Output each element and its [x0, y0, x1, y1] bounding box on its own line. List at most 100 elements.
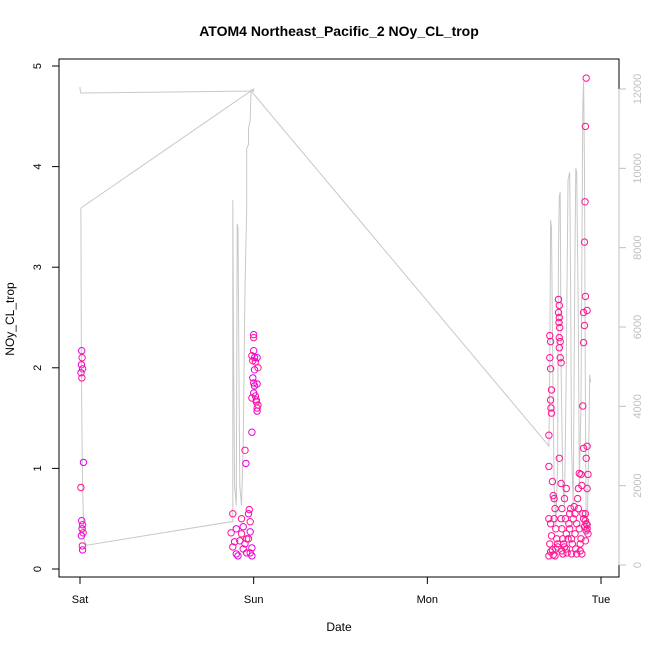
data-point [580, 321, 589, 330]
data-point [250, 389, 258, 397]
x-tick-label: Tue [592, 594, 611, 606]
y-axis: 0 1 2 3 4 5 [32, 63, 60, 572]
data-point [553, 543, 562, 551]
data-point [574, 504, 583, 513]
data-point [77, 532, 86, 540]
data-point [245, 505, 254, 514]
y2-tick-label: 8000 [632, 235, 644, 259]
data-point [232, 550, 241, 558]
secondary-y-axis: 0 2000 4000 6000 8000 10000 12000 [618, 74, 644, 568]
data-point [557, 515, 565, 523]
y-tick-label: 5 [32, 63, 44, 69]
data-point [547, 386, 556, 394]
data-point [250, 333, 258, 342]
data-point [227, 529, 235, 537]
data-point [581, 510, 590, 518]
data-point [229, 510, 237, 518]
y-tick-label: 1 [32, 465, 44, 471]
data-point [545, 431, 553, 439]
secondary-line-layer [79, 81, 592, 546]
data-point [78, 525, 86, 533]
data-point [579, 308, 588, 317]
data-point [78, 374, 86, 382]
x-axis: Sat Sun Mon Tue [72, 576, 611, 606]
data-point [557, 359, 565, 367]
data-point [583, 521, 591, 529]
data-point [559, 550, 567, 558]
data-point [555, 313, 563, 322]
data-point [547, 404, 555, 412]
data-point [242, 459, 250, 468]
series-line [79, 81, 592, 546]
data-point [78, 517, 86, 525]
data-point [555, 344, 563, 352]
data-point [550, 515, 558, 523]
data-point [579, 338, 588, 347]
data-point [571, 530, 579, 538]
y-tick-label: 3 [32, 264, 44, 270]
data-point [558, 525, 566, 533]
data-point [78, 354, 86, 362]
data-point [573, 494, 582, 503]
y-axis-label: NOy_CL_trop [3, 282, 17, 356]
data-point [546, 365, 555, 373]
x-tick-label: Sat [72, 594, 89, 606]
data-point [78, 546, 87, 554]
data-point [562, 530, 570, 538]
x-tick-label: Sun [244, 594, 264, 606]
data-point [546, 354, 554, 362]
data-point [578, 550, 586, 558]
data-point [582, 74, 590, 82]
data-point [237, 530, 246, 538]
data-point [546, 337, 555, 346]
data-point [550, 494, 558, 503]
data-point [565, 520, 573, 528]
data-point [581, 517, 590, 525]
data-point [579, 402, 587, 410]
data-point [546, 396, 555, 404]
data-point [584, 470, 592, 479]
data-point [563, 549, 571, 557]
data-point [559, 535, 567, 543]
data-point [77, 361, 86, 369]
y2-tick-label: 6000 [632, 315, 644, 339]
data-point [246, 528, 254, 536]
data-point [556, 354, 564, 362]
data-point [566, 510, 574, 518]
data-point [77, 483, 85, 492]
y2-tick-label: 10000 [632, 153, 644, 184]
data-point [251, 358, 260, 366]
data-point [241, 446, 249, 454]
data-point [249, 374, 257, 382]
data-point [248, 428, 256, 436]
data-point [570, 502, 578, 511]
data-point [581, 198, 589, 206]
data-point [250, 347, 258, 355]
data-point [237, 515, 246, 523]
data-point [248, 552, 256, 560]
data-point [549, 551, 557, 559]
data-point [250, 354, 259, 362]
data-point [254, 401, 262, 409]
y-tick-label: 2 [32, 365, 44, 371]
data-point [253, 354, 261, 362]
data-point [564, 535, 572, 543]
data-point [234, 552, 242, 560]
data-point [551, 504, 559, 513]
data-point [554, 308, 563, 317]
data-point [78, 347, 86, 355]
data-point [551, 552, 559, 560]
data-point [549, 491, 557, 500]
data-point [581, 122, 590, 131]
data-point [547, 409, 556, 417]
data-point [244, 510, 253, 518]
data-point [555, 454, 563, 462]
x-tick-label: Mon [417, 594, 438, 606]
data-point [582, 454, 590, 462]
data-point [562, 545, 570, 553]
data-point [546, 540, 554, 548]
data-point [555, 333, 563, 342]
data-point [579, 444, 588, 452]
data-point [567, 535, 576, 543]
